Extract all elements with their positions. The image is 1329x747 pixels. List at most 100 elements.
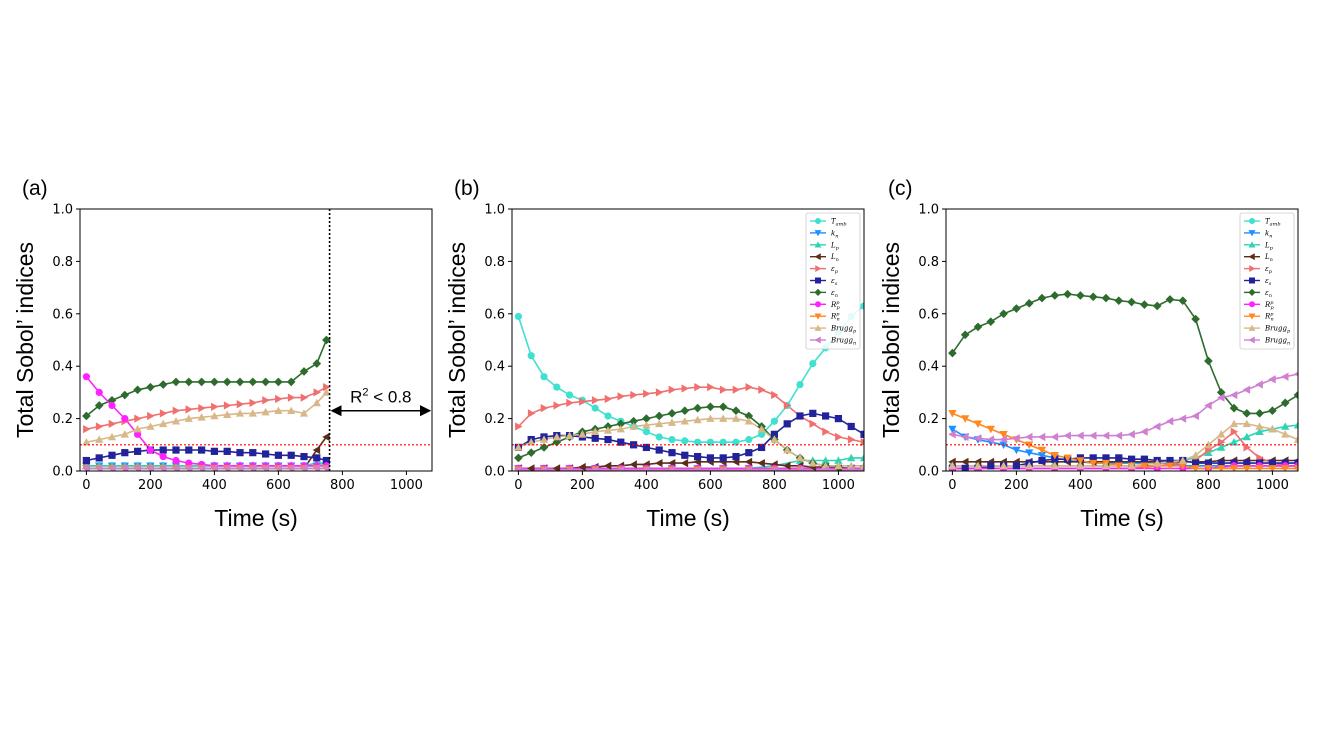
data-point-Brugg_n (133, 464, 141, 471)
data-point-T_amb (758, 430, 766, 438)
data-point-R_n (1281, 465, 1290, 471)
data-point-Brugg_n (795, 465, 804, 471)
data-point-eps_s (732, 452, 740, 461)
data-point-Brugg_n (1293, 371, 1298, 377)
data-point-Brugg_p (578, 430, 587, 438)
data-point-T_amb (566, 391, 574, 399)
data-point-Brugg_n (1268, 375, 1276, 384)
legend-label-L_n: Ln (830, 253, 839, 263)
data-point-k_n (1025, 449, 1034, 457)
legend-label-k_n: kn (831, 229, 838, 239)
legend-marker-eps_s (1249, 277, 1255, 284)
data-point-eps_s (1140, 455, 1148, 463)
legend-marker-Brugg_p (814, 324, 822, 331)
plot-frame (945, 208, 1299, 472)
legend-label-L_n: Ln (1264, 253, 1273, 263)
y-tick-label: 0.8 (52, 255, 73, 270)
y-tick-label: 0.2 (918, 412, 939, 427)
y-tick-label: 0.6 (484, 307, 505, 322)
data-point-eps_s (961, 464, 969, 471)
legend-marker-Brugg_n (814, 336, 821, 344)
data-point-Brugg_p (1127, 461, 1136, 470)
data-point-eps_n (731, 406, 741, 416)
data-point-eps_s (95, 454, 103, 462)
data-point-Brugg_p (1101, 461, 1111, 470)
data-point-Brugg_n (693, 465, 701, 471)
data-point-eps_s (274, 451, 282, 459)
data-point-Brugg_n (1217, 393, 1225, 402)
x-tick-label: 800 (1196, 478, 1221, 493)
x-tick-label: 0 (82, 478, 90, 493)
data-point-eps_s (796, 412, 804, 420)
data-point-eps_s (655, 446, 663, 454)
data-point-eps_p (108, 419, 117, 428)
data-point-Brugg_p (642, 421, 651, 429)
data-point-Brugg_n (1140, 427, 1148, 436)
data-point-eps_p (249, 398, 257, 408)
data-point-eps_p (809, 419, 817, 428)
data-point-Brugg_p (235, 409, 245, 417)
data-point-R_n (961, 415, 970, 423)
data-point-eps_p (262, 396, 270, 405)
data-point-Brugg_n (847, 465, 855, 471)
data-point-eps_n (744, 411, 754, 421)
data-point-eps_n (1152, 301, 1162, 311)
data-point-eps_p (515, 422, 523, 431)
data-point-eps_n (1050, 291, 1060, 300)
series-line-Brugg_p (518, 417, 864, 467)
data-point-eps_p (527, 409, 536, 418)
data-point-Brugg_p (719, 414, 728, 422)
data-point-eps_n (1242, 409, 1252, 418)
data-point-Brugg_n (1178, 414, 1187, 423)
y-tick-label: 1.0 (484, 203, 505, 218)
legend-label-R_p: Rp p (1264, 300, 1274, 311)
data-point-L_n (629, 460, 637, 469)
data-point-eps_p (579, 397, 587, 406)
data-point-eps_p (1230, 427, 1239, 436)
data-point-Brugg_n (107, 464, 116, 471)
data-point-Brugg_n (973, 434, 982, 443)
data-point-eps_s (1217, 459, 1225, 467)
data-point-eps_n (107, 395, 117, 405)
data-point-Brugg_p (603, 426, 613, 434)
y-tick-label: 0.0 (484, 465, 505, 480)
legend-marker-Brugg_n (1248, 336, 1255, 344)
data-point-eps_n (642, 414, 651, 423)
data-point-eps_p (707, 383, 715, 392)
data-point-R_n (1063, 454, 1072, 463)
data-point-L_n (578, 462, 586, 471)
data-point-k_n (1012, 446, 1021, 455)
data-point-T_amb (668, 435, 676, 444)
data-point-L_n (680, 459, 689, 468)
data-point-Brugg_n (287, 464, 295, 471)
x-tick-label: 0 (948, 478, 956, 493)
data-point-Brugg_n (1242, 385, 1251, 394)
data-point-Brugg_p (552, 432, 561, 441)
data-point-Brugg_n (770, 465, 778, 471)
data-point-Brugg_p (210, 411, 219, 420)
data-point-L_n (744, 457, 753, 466)
data-point-Brugg_p (1025, 461, 1034, 470)
data-point-Brugg_n (565, 465, 573, 471)
chart-panel-1: (a) 0.0 0.2 0.4 0.6 0.8 1.0 0 200 400 600 800 1000 Ti… (12, 177, 433, 531)
y-tick-label: 0.6 (52, 307, 73, 322)
legend-label-k_n: kn (1265, 229, 1272, 239)
data-point-T_amb (540, 373, 548, 381)
data-point-eps_p (300, 393, 309, 402)
data-point-eps_n (299, 367, 309, 376)
data-point-Brugg_p (667, 418, 677, 426)
data-point-eps_s (1012, 462, 1020, 470)
data-point-Brugg_p (757, 424, 766, 433)
legend-marker-L_p (814, 241, 822, 248)
x-tick-label: 600 (266, 478, 291, 493)
plot-area (948, 289, 1298, 471)
data-point-Brugg_p (999, 461, 1008, 470)
legend-marker-eps_p (815, 265, 822, 273)
data-point-eps_s (847, 422, 855, 431)
data-point-Brugg_p (808, 459, 817, 467)
data-point-Brugg_n (821, 465, 829, 471)
chart-panel-3: (c) 0.0 0.2 0.4 0.6 0.8 1.0 0 200 400 600 800 1000 Ti… (878, 177, 1299, 531)
data-point-eps_p (134, 414, 142, 423)
data-point-R_n (1268, 465, 1277, 471)
x-tick-label: 0 (514, 478, 522, 493)
